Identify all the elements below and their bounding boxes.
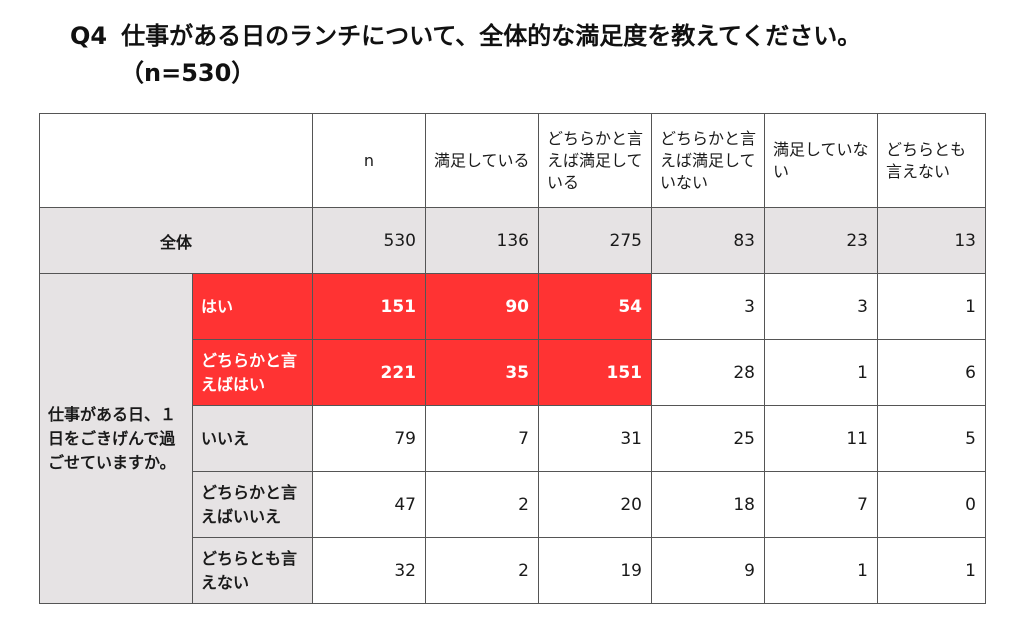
table-row: どちらかと言えばはい 221 35 151 28 1 6 [40, 339, 986, 406]
cell-highlight: 35 [425, 339, 539, 406]
cell-highlight: 54 [538, 273, 652, 340]
header-corner [39, 113, 313, 208]
cell: 1 [764, 537, 878, 604]
row-label: どちらかと言えばいいえ [192, 471, 313, 538]
cell: 7 [764, 471, 878, 538]
cell: 3 [651, 273, 765, 340]
table-row: どちらとも言えない 32 2 19 9 1 1 [40, 537, 986, 604]
cell: 18 [651, 471, 765, 538]
cell-highlight: 151 [312, 273, 426, 340]
table-row: 仕事がある日、１日をごきげんで過ごせていますか。 はい 151 90 54 3 … [39, 273, 986, 604]
row-label: いいえ [192, 405, 313, 472]
page-title: Q4 仕事がある日のランチについて、全体的な満足度を教えてください。 [70, 18, 861, 54]
table-row: どちらかと言えばいいえ 47 2 20 18 7 0 [40, 471, 986, 538]
question-number: Q4 [70, 22, 108, 50]
cell: 19 [538, 537, 652, 604]
row-label: どちらとも言えない [192, 537, 313, 604]
header-neutral: どちらとも言えない [877, 113, 986, 208]
cell: 1 [764, 339, 878, 406]
cell-highlight: 90 [425, 273, 539, 340]
table-row: いいえ 79 7 31 25 11 5 [40, 405, 986, 472]
row-label: はい [192, 273, 313, 340]
cell: 31 [538, 405, 652, 472]
cell: 20 [538, 471, 652, 538]
cell: 11 [764, 405, 878, 472]
cell: 47 [312, 471, 426, 538]
header-row: n 満足している どちらかと言えば満足している どちらかと言えば満足していない … [39, 113, 986, 208]
question-text: 仕事がある日のランチについて、全体的な満足度を教えてください。 [121, 22, 862, 50]
header-somewhat-unsatisfied: どちらかと言えば満足していない [651, 113, 765, 208]
cell: 2 [425, 471, 539, 538]
cell: 1 [877, 273, 986, 340]
cell: 9 [651, 537, 765, 604]
header-somewhat-satisfied: どちらかと言えば満足している [538, 113, 652, 208]
cell: 13 [877, 207, 986, 274]
cell: 7 [425, 405, 539, 472]
group-label: 仕事がある日、１日をごきげんで過ごせていますか。 [39, 273, 193, 604]
cell: 1 [877, 537, 986, 604]
cell: 136 [425, 207, 539, 274]
cell: 32 [312, 537, 426, 604]
cell: 79 [312, 405, 426, 472]
cell: 5 [877, 405, 986, 472]
header-n: n [312, 113, 426, 208]
cell: 23 [764, 207, 878, 274]
header-satisfied: 満足している [425, 113, 539, 208]
cell: 28 [651, 339, 765, 406]
cell-highlight: 221 [312, 339, 426, 406]
header-unsatisfied: 満足していない [764, 113, 878, 208]
cell: 0 [877, 471, 986, 538]
table-row-total: 全体 530 136 275 83 23 13 [39, 207, 986, 274]
cell: 3 [764, 273, 878, 340]
row-label-total: 全体 [39, 207, 313, 274]
cell: 2 [425, 537, 539, 604]
cell: 83 [651, 207, 765, 274]
crosstab-table: n 満足している どちらかと言えば満足している どちらかと言えば満足していない … [39, 113, 986, 604]
cell: 530 [312, 207, 426, 274]
cell: 25 [651, 405, 765, 472]
sample-size: （n=530） [120, 59, 256, 87]
cell-highlight: 151 [538, 339, 652, 406]
row-label: どちらかと言えばはい [192, 339, 313, 406]
cell: 6 [877, 339, 986, 406]
cell: 275 [538, 207, 652, 274]
